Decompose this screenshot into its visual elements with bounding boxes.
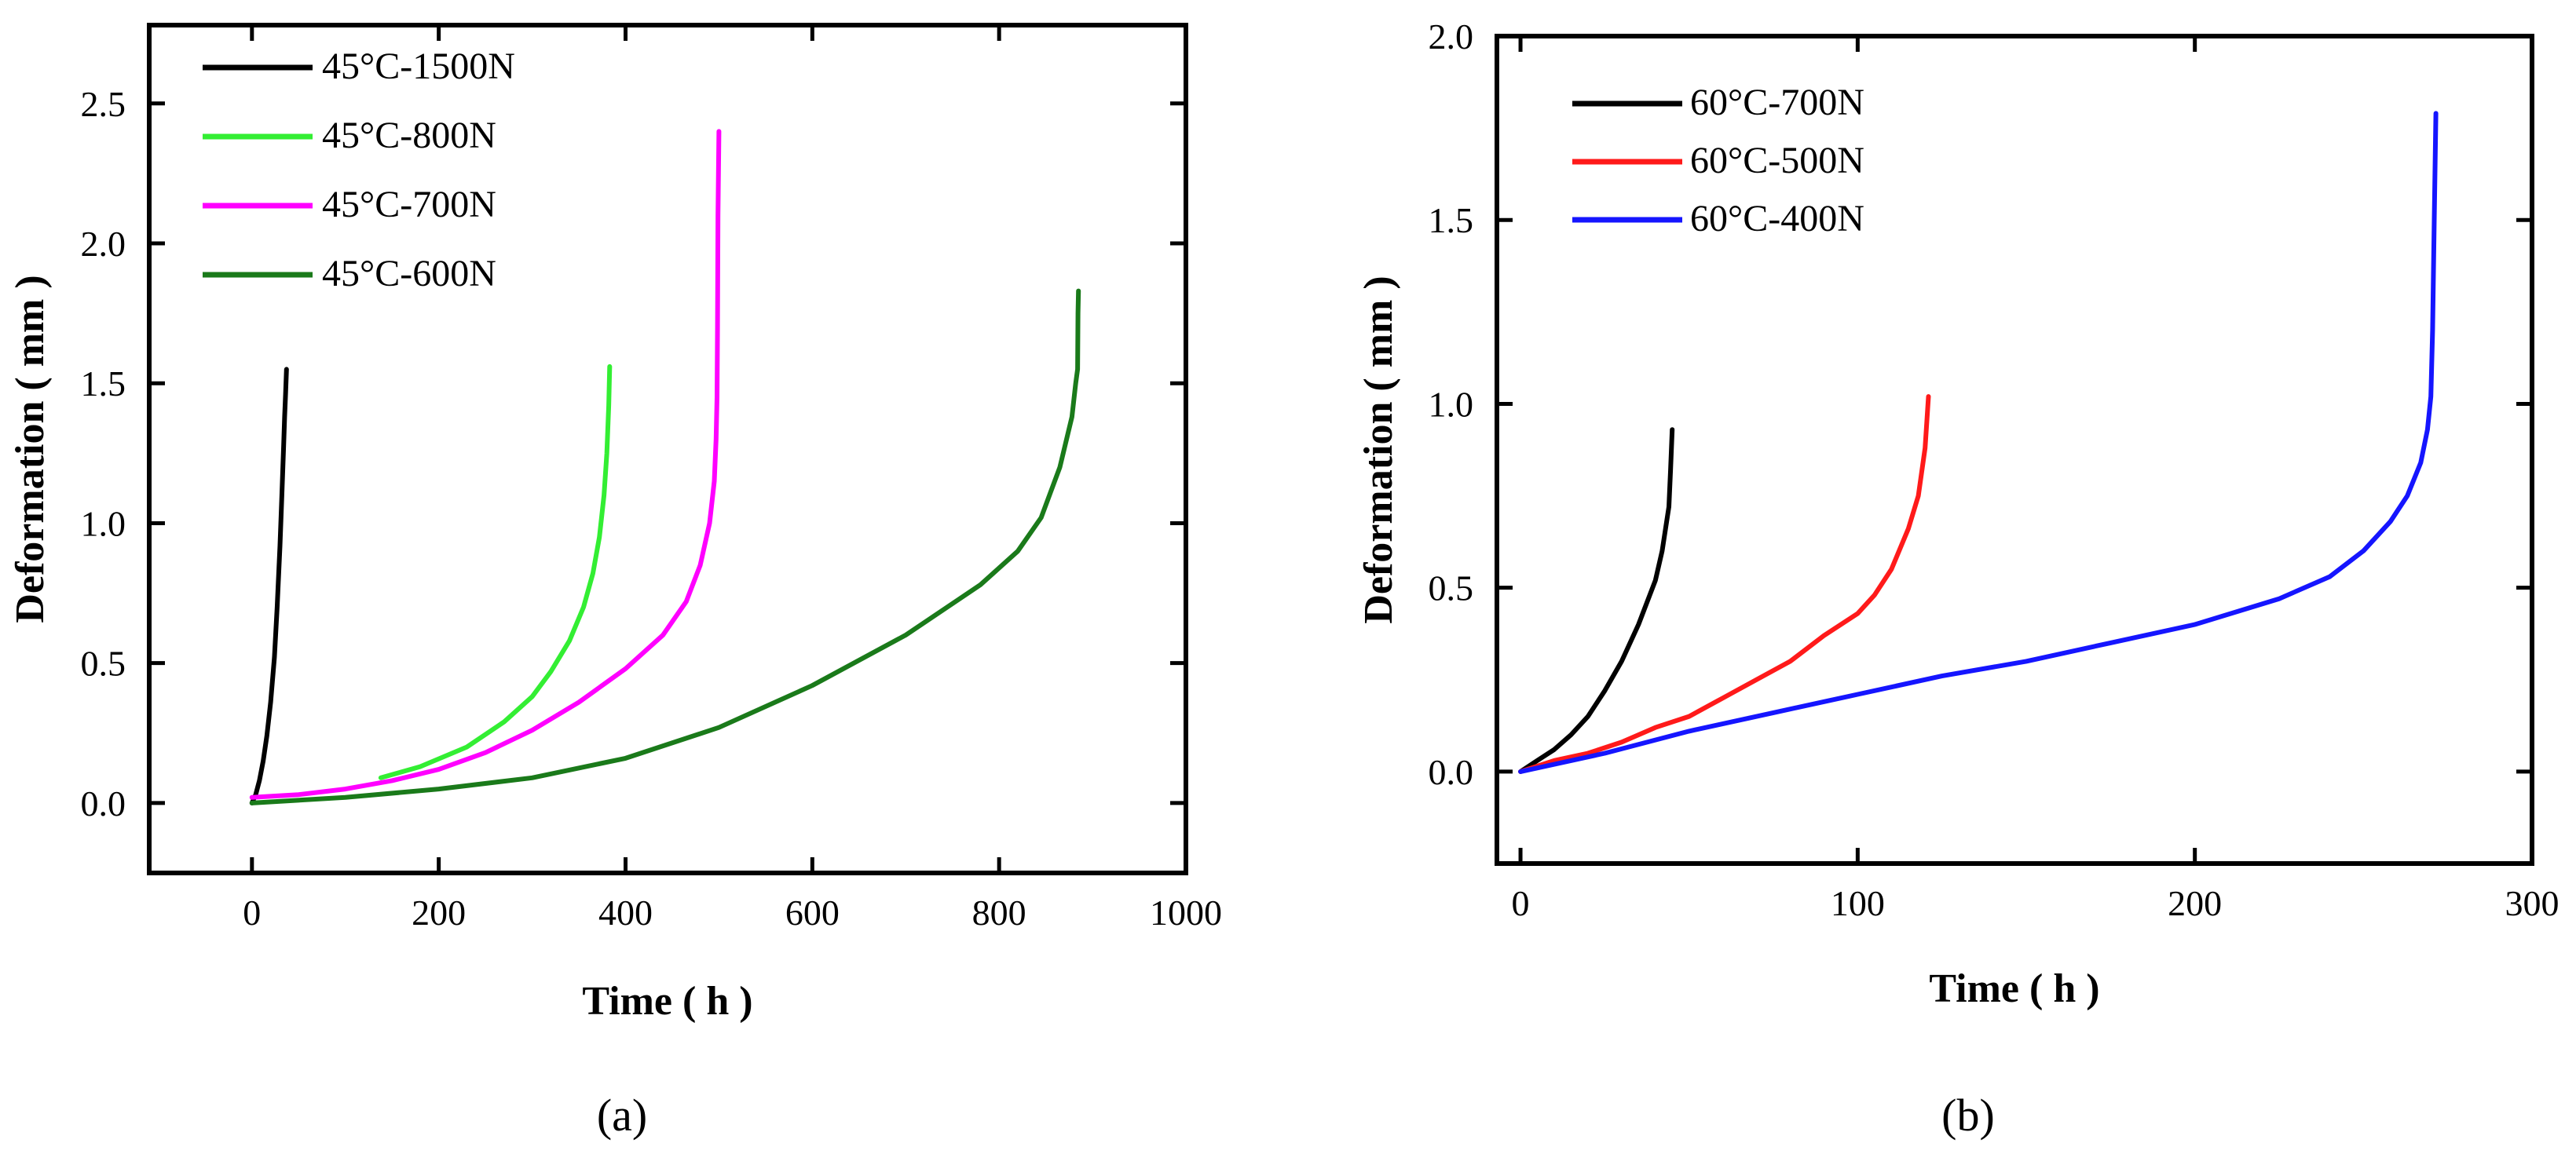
panel-label: (b) [1941,1090,1995,1141]
panel-a: 0 200 400 600 800 1000 0.0 0.5 1.0 1.5 2.0 2.5 Time … [8,23,1222,1141]
legend-label: 60°C-400N [1690,198,1864,239]
x-tick-label: 100 [1831,883,1885,923]
panel-label: (a) [597,1090,647,1141]
y-tick-label: 0.0 [81,783,126,824]
x-tick-label: 300 [2505,883,2560,923]
y-tick-label: 0.5 [81,644,126,684]
x-axis-title: Time ( h ) [1929,966,2099,1011]
y-tick-label: 0.5 [1429,568,1474,608]
x-tick-label: 600 [785,893,840,933]
legend-label: 60°C-700N [1690,82,1864,123]
plot-frame [1495,34,2534,866]
x-tick-label: 0 [1512,883,1530,923]
x-tick-label: 200 [412,893,466,933]
legend-label: 45°C-800N [322,115,496,156]
y-tick-label: 1.5 [81,363,126,404]
legend-label: 45°C-600N [322,253,496,294]
series-line [378,363,613,780]
legend-label: 45°C-700N [322,184,496,225]
y-tick-label: 2.0 [81,224,126,264]
y-axis-title: Deformation ( mm ) [1356,276,1401,623]
series-line [1518,111,2439,774]
legend-label: 45°C-1500N [322,46,515,87]
series-line [249,288,1081,805]
y-axis-title: Deformation ( mm ) [8,275,53,623]
y-tick-label: 1.5 [1429,200,1474,240]
x-tick-label: 1000 [1150,893,1222,933]
legend-label: 60°C-500N [1690,140,1864,181]
x-tick-label: 200 [2168,883,2222,923]
y-tick-label: 2.0 [1429,16,1474,57]
x-axis-title: Time ( h ) [582,979,752,1024]
x-tick-label: 400 [598,893,653,933]
series-line [1518,394,1931,774]
y-tick-label: 0.0 [1429,752,1474,792]
plot-frame [147,23,1188,875]
x-tick-label: 0 [243,893,261,933]
series-line [249,129,722,800]
series-line [249,367,289,805]
y-tick-label: 2.5 [81,84,126,124]
y-tick-label: 1.0 [1429,384,1474,424]
y-tick-label: 1.0 [81,503,126,543]
series-line [1518,427,1675,774]
x-tick-label: 800 [972,893,1026,933]
panel-b: 0 100 200 300 0.0 0.5 1.0 1.5 2.0 Time ( h ) Defor… [1356,16,2560,1141]
